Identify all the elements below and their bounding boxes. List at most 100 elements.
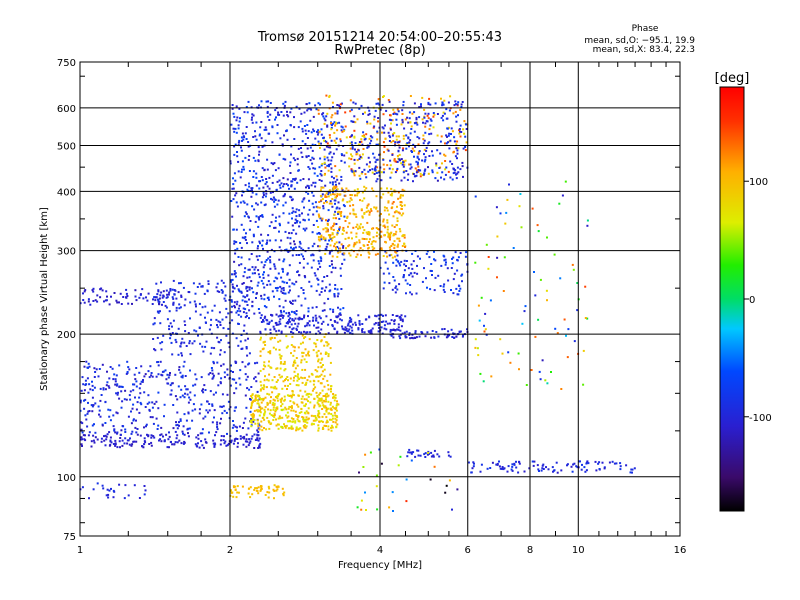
data-point	[238, 107, 241, 110]
data-point	[96, 438, 99, 441]
data-point	[91, 380, 93, 383]
data-point	[335, 183, 337, 186]
data-point	[103, 439, 106, 442]
data-point	[219, 422, 222, 425]
data-point	[244, 339, 247, 342]
data-point	[257, 425, 260, 428]
data-point	[417, 454, 420, 457]
data-point	[269, 409, 272, 412]
data-point	[280, 314, 283, 317]
data-point	[297, 394, 300, 397]
data-point	[375, 172, 378, 174]
data-point	[234, 362, 237, 364]
data-point	[404, 315, 407, 318]
data-point	[433, 113, 436, 116]
data-point	[308, 338, 311, 341]
data-point	[241, 485, 244, 488]
data-point	[334, 210, 337, 213]
data-point	[261, 348, 264, 351]
data-point	[263, 418, 266, 421]
data-point	[279, 285, 282, 288]
data-point	[295, 310, 298, 312]
data-point	[375, 227, 378, 229]
data-point	[273, 484, 276, 487]
data-point	[192, 403, 195, 406]
data-point	[290, 425, 293, 428]
data-point	[384, 124, 386, 127]
data-point	[130, 444, 133, 447]
data-point	[318, 179, 321, 181]
data-point	[349, 142, 352, 145]
data-point	[325, 286, 328, 289]
data-point	[128, 368, 131, 371]
data-point	[164, 369, 167, 372]
data-point	[314, 185, 317, 188]
data-point	[136, 428, 139, 430]
data-point	[303, 376, 306, 379]
data-point	[556, 471, 559, 474]
data-point	[255, 172, 258, 175]
data-point	[301, 355, 304, 358]
data-point	[232, 187, 235, 190]
data-point	[330, 426, 332, 429]
data-point	[348, 328, 351, 331]
data-point	[88, 365, 91, 368]
data-point	[178, 439, 181, 442]
data-point	[360, 140, 363, 143]
data-point	[376, 166, 379, 169]
data-point	[363, 244, 366, 247]
data-point	[417, 161, 419, 164]
data-point	[308, 208, 311, 211]
data-point	[239, 242, 242, 244]
data-point	[282, 185, 285, 188]
data-point	[407, 267, 410, 270]
data-point	[300, 112, 303, 115]
data-point	[270, 396, 272, 399]
data-point	[162, 370, 165, 373]
data-point	[275, 348, 277, 351]
data-point	[166, 373, 169, 376]
data-point	[340, 175, 343, 178]
data-point	[387, 99, 390, 101]
data-point	[237, 491, 240, 494]
data-point	[404, 159, 407, 162]
data-point	[247, 158, 250, 161]
data-point	[383, 206, 386, 209]
data-point	[256, 247, 259, 250]
data-point	[594, 460, 597, 463]
data-point	[391, 202, 394, 205]
data-point	[336, 193, 339, 196]
data-point	[185, 388, 188, 391]
data-point	[456, 293, 459, 296]
data-point	[462, 147, 465, 150]
data-point	[306, 262, 309, 265]
data-point	[339, 250, 342, 253]
data-point	[335, 207, 338, 210]
data-point	[335, 404, 338, 407]
data-point	[279, 339, 282, 342]
data-point	[259, 398, 262, 401]
data-point	[296, 325, 299, 328]
data-point	[276, 367, 279, 370]
data-point	[292, 247, 295, 250]
data-point	[378, 107, 380, 110]
data-point	[141, 380, 144, 383]
data-point	[305, 103, 308, 106]
data-point	[352, 245, 355, 248]
data-point	[198, 302, 201, 305]
data-point	[336, 232, 339, 235]
data-point	[315, 317, 318, 320]
data-point	[281, 387, 284, 390]
data-point	[298, 254, 300, 256]
data-point	[410, 128, 413, 130]
data-point	[294, 361, 297, 364]
data-point	[386, 219, 389, 222]
data-point	[257, 159, 260, 162]
data-point	[246, 294, 249, 297]
data-point	[353, 189, 356, 192]
data-point	[401, 163, 404, 166]
data-point	[342, 307, 345, 310]
data-point	[104, 422, 107, 424]
data-point	[330, 418, 333, 421]
data-point	[225, 334, 228, 337]
